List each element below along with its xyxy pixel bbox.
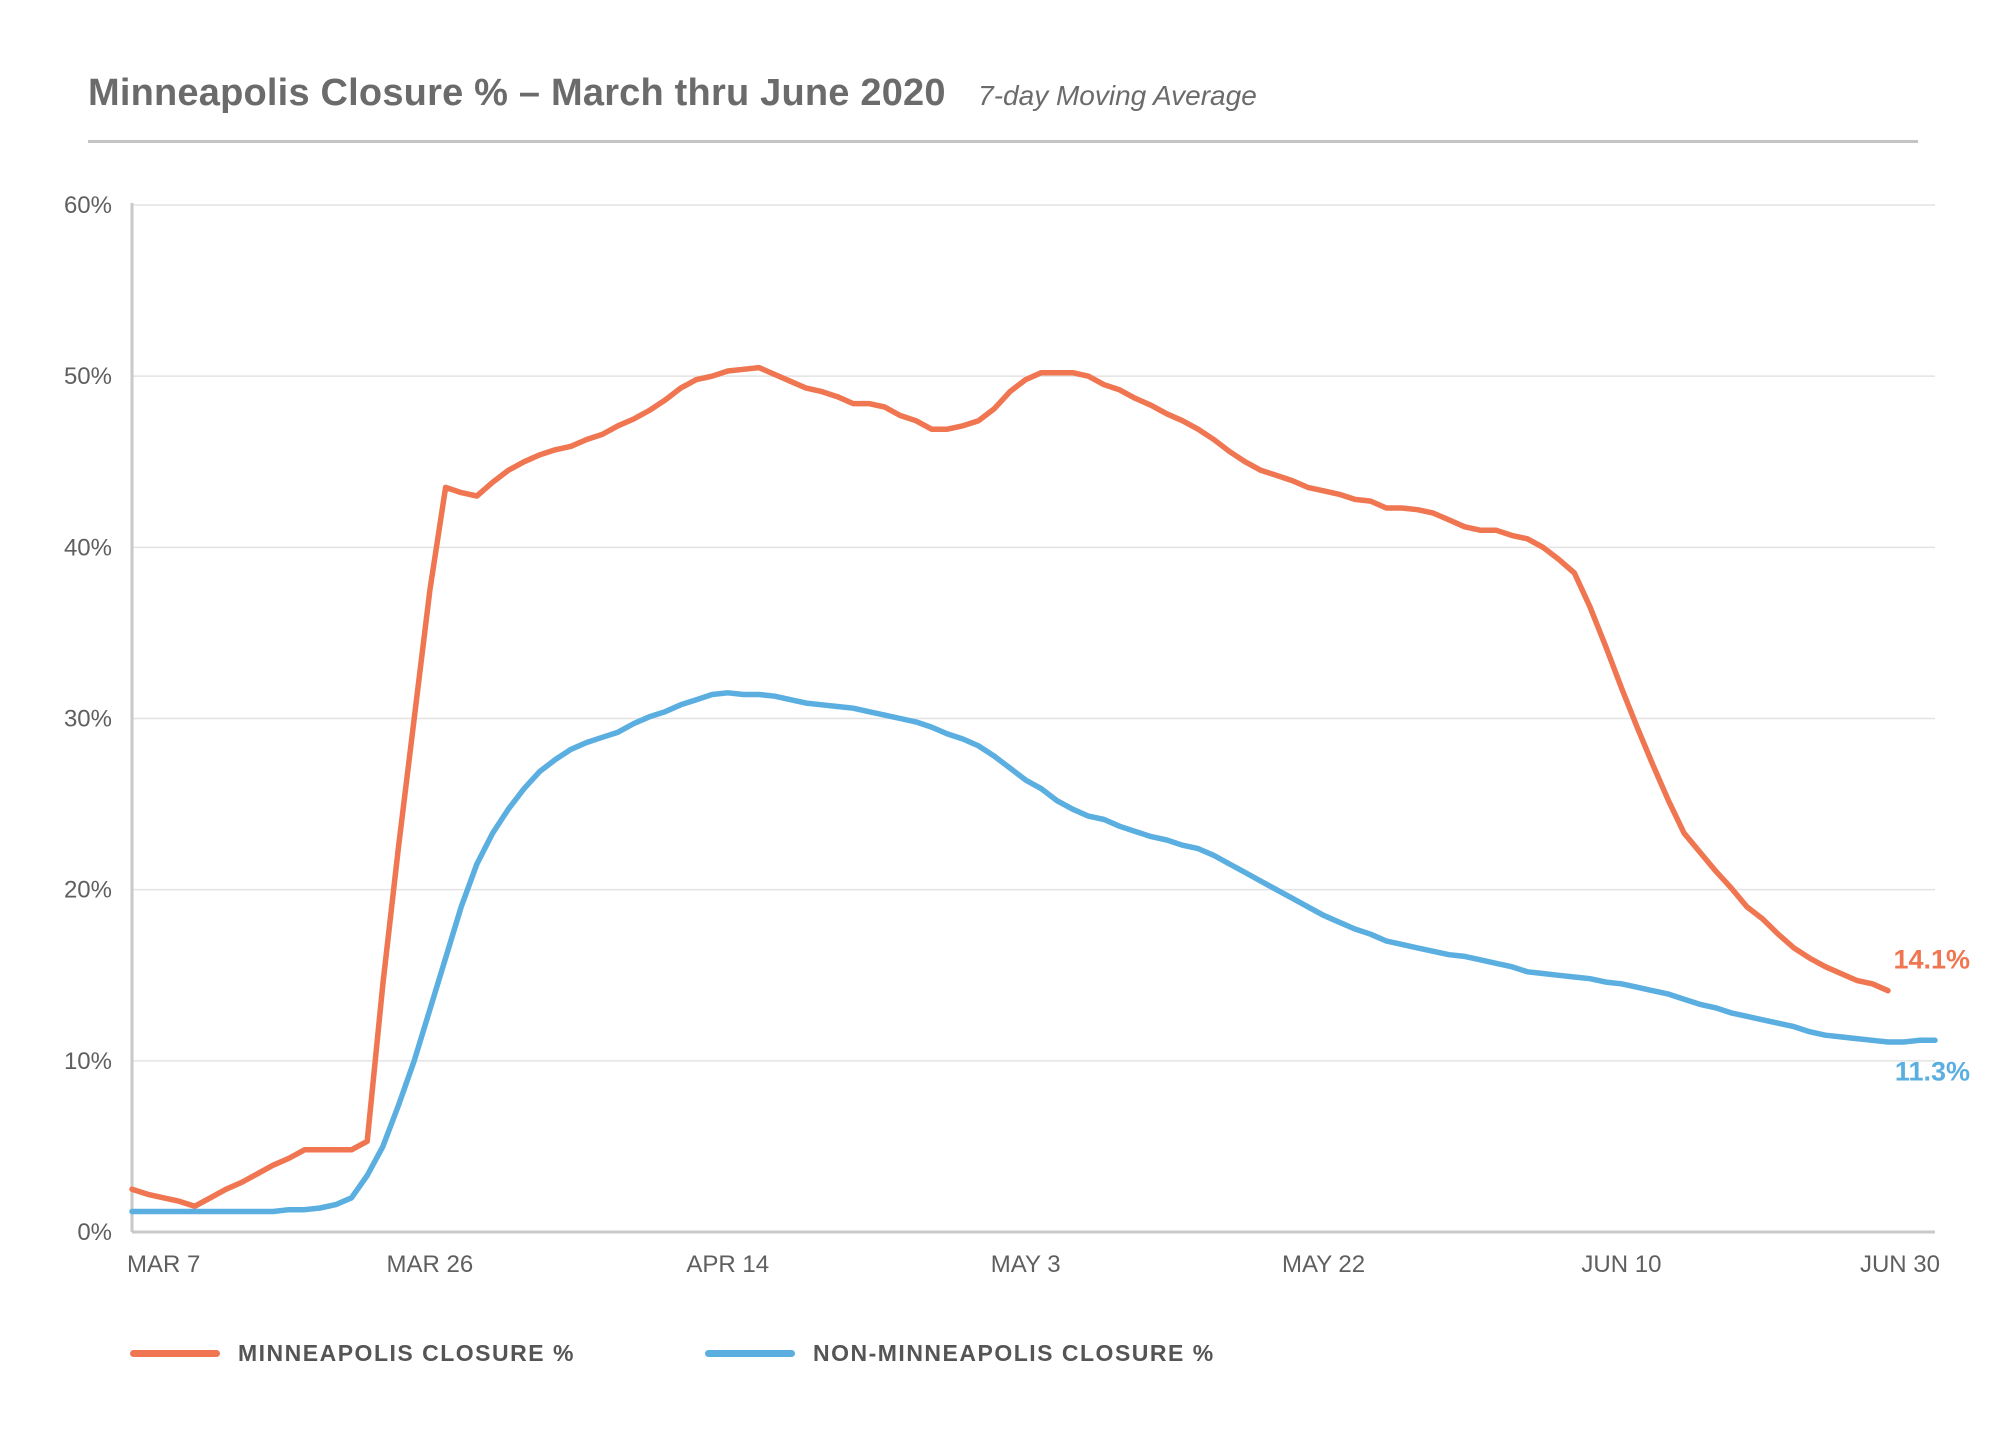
chart-title-row: Minneapolis Closure % – March thru June … (88, 72, 1257, 115)
y-tick-label: 0% (77, 1219, 112, 1246)
legend-swatch-minneapolis (130, 1350, 220, 1357)
axes: 0% 10% 20% 30% 40% 50% 60% MAR 7 MAR 26 APR 14 MAY… (64, 192, 1940, 1278)
y-tick-label: 20% (64, 877, 112, 904)
series-lines (129, 364, 1938, 1215)
y-tick-label: 40% (64, 534, 112, 561)
end-label-minneapolis: 14.1% (1893, 945, 1970, 975)
x-tick-label: MAY 3 (991, 1251, 1061, 1278)
end-value-labels: 14.1% 11.3% (1893, 945, 1970, 1087)
legend-label-non-minneapolis: NON-MINNEAPOLIS CLOSURE % (813, 1340, 1215, 1366)
x-tick-label: MAR 26 (387, 1251, 474, 1278)
y-tick-label: 10% (64, 1048, 112, 1075)
x-tick-label: JUN 10 (1581, 1251, 1661, 1278)
x-tick-label: JUN 30 (1860, 1251, 1940, 1278)
gridlines (132, 204, 1935, 1062)
legend-label-minneapolis: MINNEAPOLIS CLOSURE % (238, 1340, 575, 1366)
y-tick-label: 50% (64, 363, 112, 390)
legend-swatch-non-minneapolis (705, 1350, 795, 1357)
legend-item-non-minneapolis: NON-MINNEAPOLIS CLOSURE % (705, 1340, 1215, 1367)
series-line-minneapolis (129, 364, 1891, 1210)
x-tick-label: MAY 22 (1282, 1251, 1365, 1278)
title-divider (88, 140, 1918, 143)
chart-title: Minneapolis Closure % – March thru June … (88, 72, 946, 114)
chart-subtitle: 7-day Moving Average (978, 80, 1257, 111)
legend-item-minneapolis: MINNEAPOLIS CLOSURE % (130, 1340, 575, 1367)
series-line-non-minneapolis (129, 690, 1938, 1215)
y-tick-label: 30% (64, 706, 112, 733)
y-tick-label: 60% (64, 192, 112, 219)
x-tick-label: APR 14 (686, 1251, 769, 1278)
x-tick-label: MAR 7 (127, 1251, 200, 1278)
end-label-non-minneapolis: 11.3% (1895, 1056, 1970, 1086)
